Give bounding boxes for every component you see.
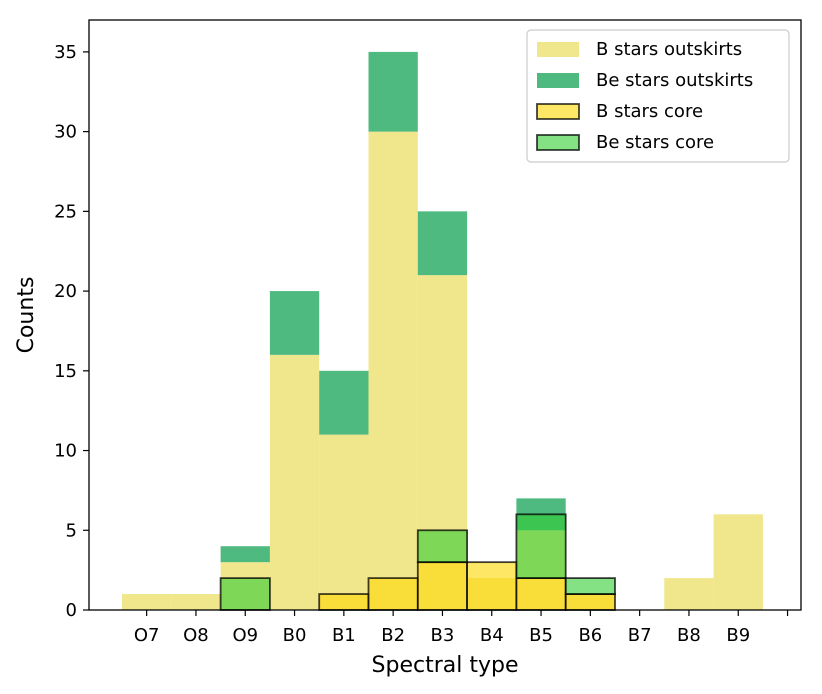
x-tick-label-o9: O9 — [232, 625, 258, 646]
bars-group — [122, 51, 763, 611]
legend-swatch-b-stars-outskirts — [537, 42, 579, 57]
y-tick-label: 15 — [54, 361, 77, 382]
y-tick-label: 20 — [54, 281, 77, 302]
legend-label-b-stars-outskirts: B stars outskirts — [596, 39, 742, 60]
x-tick-label-b2: B2 — [381, 625, 405, 646]
y-tick-label: 25 — [54, 201, 77, 222]
bar-b-stars-outskirts-o8 — [171, 594, 221, 610]
bar-b-stars-core-b2 — [367, 577, 419, 611]
bar-be-stars-outskirts-b1 — [319, 370, 369, 435]
bar-be-stars-core-b3 — [416, 529, 468, 564]
bar-be-stars-core-b5 — [515, 513, 567, 580]
x-tick-label-b7: B7 — [628, 625, 652, 646]
bar-b-stars-outskirts-b2 — [368, 131, 418, 610]
bar-be-stars-outskirts-b2 — [368, 51, 418, 132]
x-tick-label-b6: B6 — [578, 625, 602, 646]
legend-box — [526, 29, 790, 163]
bar-b-stars-outskirts-b0 — [269, 354, 320, 610]
bar-b-stars-outskirts-b8 — [664, 578, 714, 610]
bar-be-stars-outskirts-b3 — [417, 211, 468, 276]
x-tick-label-o7: O7 — [134, 625, 160, 646]
bar-be-stars-outskirts-o9 — [220, 546, 270, 563]
y-tick-label: 10 — [54, 441, 77, 462]
series-be-stars-core — [219, 513, 616, 611]
legend-label-be-stars-core: Be stars core — [596, 132, 714, 153]
legend: B stars outskirts Be stars outskirts B sta… — [526, 29, 790, 163]
x-tick-label-b8: B8 — [677, 625, 701, 646]
bar-be-stars-core-o9 — [219, 577, 271, 611]
x-tick-label-o8: O8 — [183, 625, 209, 646]
y-tick-label: 30 — [54, 122, 77, 143]
x-tick-label-b4: B4 — [480, 625, 504, 646]
series-be-stars-outskirts — [220, 51, 566, 563]
bar-b-stars-core-b6 — [564, 593, 616, 611]
x-tick-label-b1: B1 — [332, 625, 356, 646]
x-tick-label-b3: B3 — [431, 625, 455, 646]
x-tick-label-b5: B5 — [529, 625, 553, 646]
x-tick-label-b0: B0 — [283, 625, 307, 646]
x-axis: O7 O8 O9 B0 B1 B2 B3 B4 B5 B6 B7 B8 B9 — [134, 610, 789, 646]
legend-swatch-be-stars-core — [536, 134, 580, 151]
bar-b-stars-outskirts-o7 — [122, 594, 172, 610]
bar-b-stars-core-b1 — [318, 593, 370, 611]
bar-b-stars-core-b3 — [416, 561, 468, 611]
y-tick-label: 5 — [66, 520, 77, 541]
bar-b-stars-core-b5 — [515, 577, 567, 611]
bar-b-stars-core-b4 — [466, 561, 518, 611]
bar-be-stars-core-b6 — [564, 577, 616, 595]
legend-label-be-stars-outskirts: Be stars outskirts — [596, 70, 753, 91]
y-axis: 0 5 10 15 20 25 30 35 — [54, 42, 89, 621]
legend-swatch-be-stars-outskirts — [537, 73, 579, 88]
bar-b-stars-outskirts-b9 — [713, 514, 763, 610]
y-tick-label: 0 — [66, 600, 77, 621]
x-tick-label-b9: B9 — [726, 625, 750, 646]
y-axis-label: Counts — [14, 277, 39, 354]
plot-frame — [88, 19, 802, 611]
bar-b-stars-outskirts-b1 — [319, 434, 369, 610]
legend-label-b-stars-core: B stars core — [596, 101, 703, 122]
y-tick-label: 35 — [54, 42, 77, 63]
x-axis-label: Spectral type — [372, 653, 519, 678]
bar-be-stars-outskirts-b0 — [269, 291, 320, 355]
legend-swatch-b-stars-core — [536, 103, 580, 120]
